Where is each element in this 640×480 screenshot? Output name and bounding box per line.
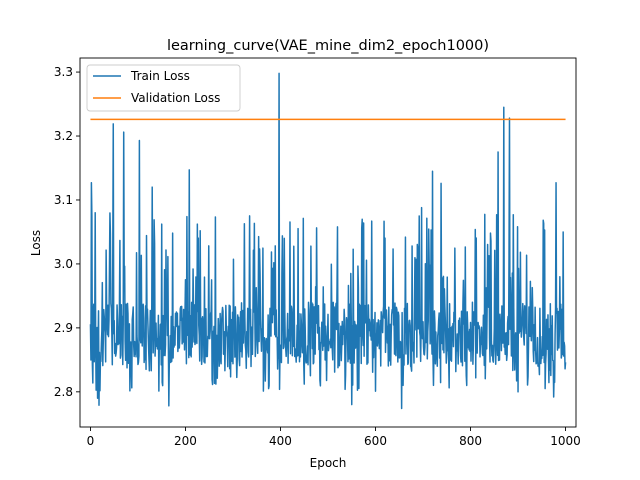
x-tick-label: 0: [87, 434, 95, 448]
x-tick-label: 200: [174, 434, 197, 448]
x-axis-label: Epoch: [310, 456, 347, 470]
plot-frame: [79, 57, 577, 428]
legend: Train Loss Validation Loss: [86, 64, 241, 112]
y-tick-label: 2.8: [54, 385, 73, 399]
x-axis-ticks: 0 200 400 600 800 1000: [87, 427, 581, 448]
y-tick-label: 3.1: [54, 193, 73, 207]
y-tick-label: 3.3: [54, 65, 73, 79]
y-tick-label: 2.9: [54, 321, 73, 335]
plot-lines: [89, 72, 567, 410]
x-tick-label: 600: [364, 434, 387, 448]
y-tick-label: 3.0: [54, 257, 73, 271]
legend-label-validation-loss: Validation Loss: [131, 91, 220, 105]
legend-box: [86, 64, 241, 112]
y-axis-ticks: 2.8 2.9 3.0 3.1 3.2 3.3: [54, 65, 80, 399]
y-axis-label: Loss: [29, 230, 43, 256]
x-tick-label: 400: [269, 434, 292, 448]
x-tick-label: 1000: [550, 434, 581, 448]
chart-title: learning_curve(VAE_mine_dim2_epoch1000): [167, 38, 489, 54]
series-line-train-loss: [89, 72, 567, 410]
y-tick-label: 3.2: [54, 129, 73, 143]
legend-label-train-loss: Train Loss: [130, 69, 190, 83]
x-tick-label: 800: [459, 434, 482, 448]
